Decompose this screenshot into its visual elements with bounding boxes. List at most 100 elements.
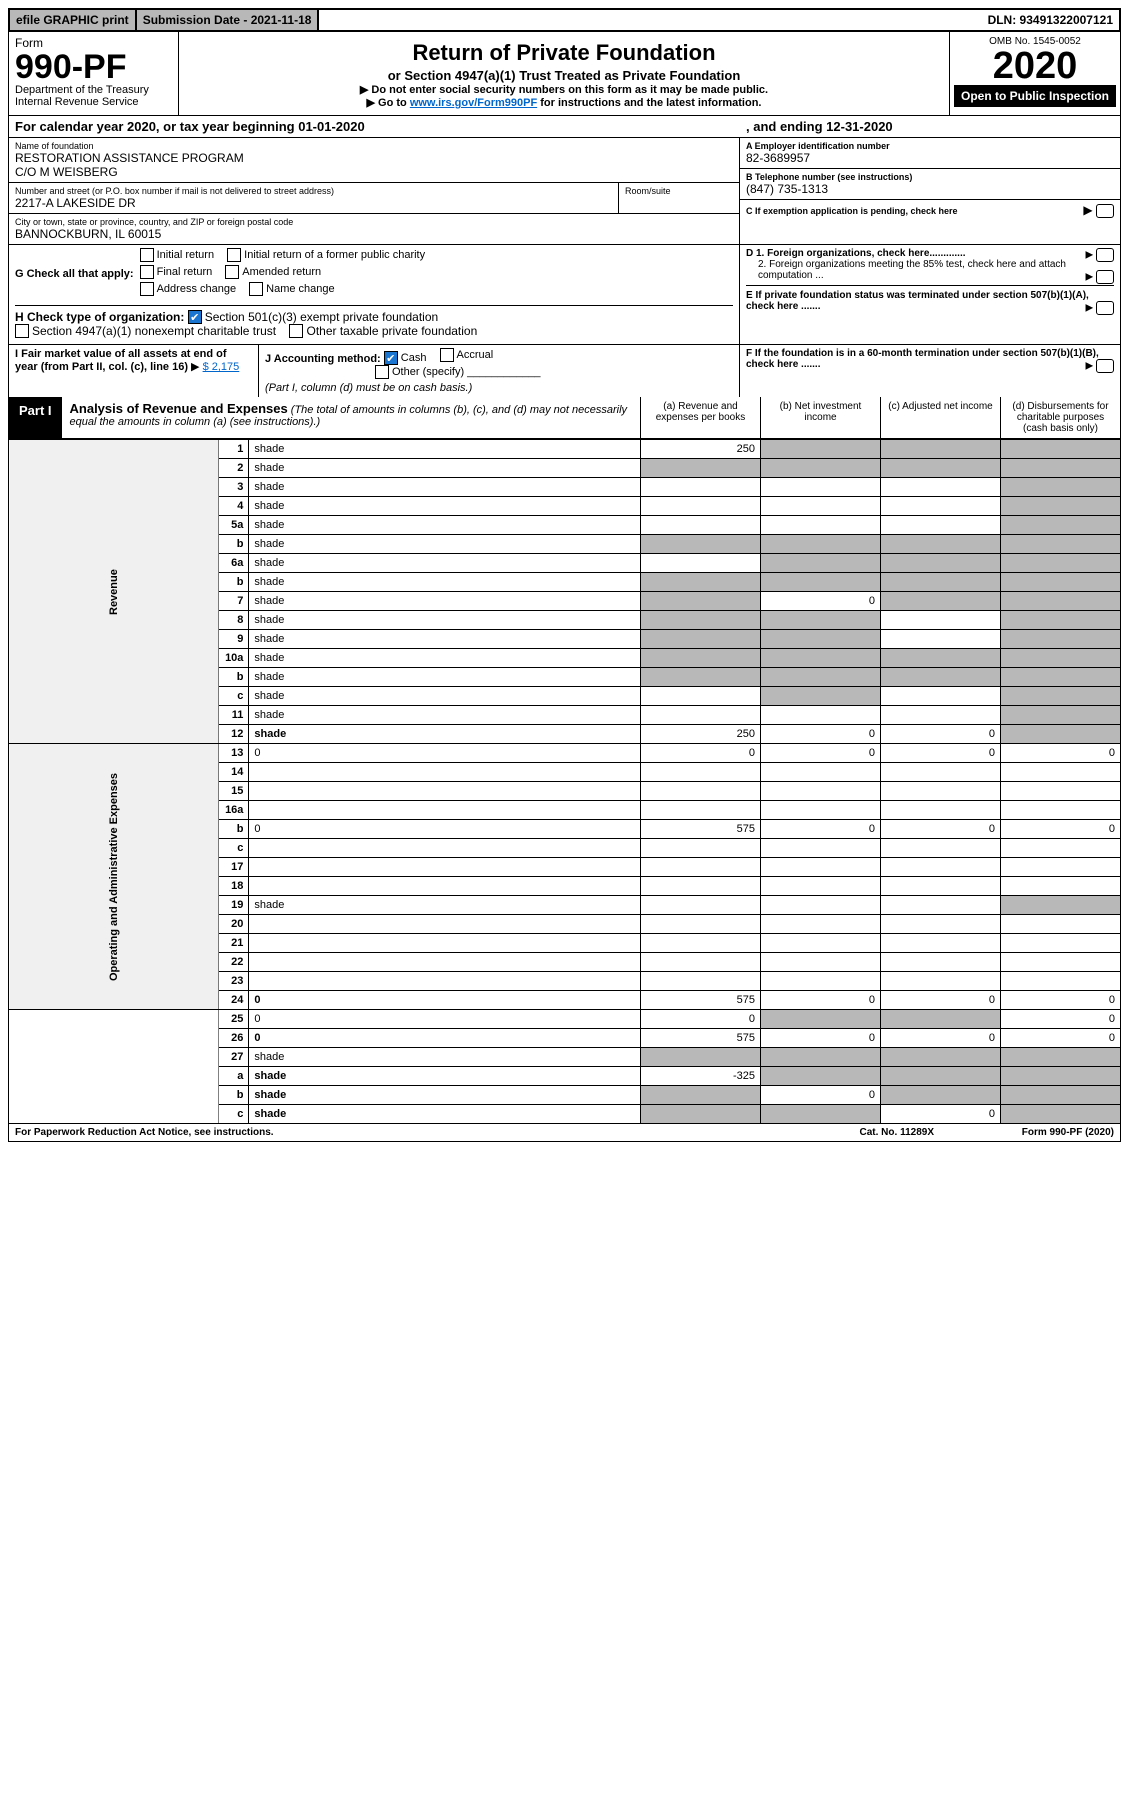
line-description bbox=[249, 877, 641, 896]
cell-col-c bbox=[881, 630, 1001, 649]
cell-col-a bbox=[641, 896, 761, 915]
cell-col-b bbox=[761, 516, 881, 535]
line-number: 12 bbox=[219, 725, 249, 744]
line-description bbox=[249, 972, 641, 991]
section-d2: 2. Foreign organizations meeting the 85%… bbox=[758, 259, 1066, 281]
section-i-label: I Fair market value of all assets at end… bbox=[15, 348, 227, 373]
line-number: c bbox=[219, 1105, 249, 1124]
checkbox-initial-return-former[interactable] bbox=[227, 248, 241, 262]
cell-col-b bbox=[761, 554, 881, 573]
cell-col-b bbox=[761, 573, 881, 592]
cell-col-a bbox=[641, 478, 761, 497]
checkbox-initial-return[interactable] bbox=[140, 248, 154, 262]
checkbox-d1[interactable] bbox=[1096, 248, 1114, 262]
checkbox-f[interactable] bbox=[1096, 359, 1114, 373]
cell-col-a: 0 bbox=[641, 1010, 761, 1029]
cell-col-a bbox=[641, 782, 761, 801]
opt-cash: Cash bbox=[401, 352, 427, 364]
cell-col-d bbox=[1001, 459, 1121, 478]
col-d-header: (d) Disbursements for charitable purpose… bbox=[1000, 397, 1120, 438]
line-description: shade bbox=[249, 459, 641, 478]
section-d1: D 1. Foreign organizations, check here..… bbox=[746, 248, 966, 259]
checkbox-amended-return[interactable] bbox=[225, 265, 239, 279]
cell-col-c bbox=[881, 934, 1001, 953]
cell-col-c bbox=[881, 915, 1001, 934]
cell-col-a bbox=[641, 516, 761, 535]
checkbox-cash[interactable] bbox=[384, 351, 398, 365]
checkbox-e[interactable] bbox=[1096, 301, 1114, 315]
cell-col-a bbox=[641, 1048, 761, 1067]
line-number: 23 bbox=[219, 972, 249, 991]
line-number: 10a bbox=[219, 649, 249, 668]
line-description bbox=[249, 934, 641, 953]
form-title-block: Return of Private Foundation or Section … bbox=[179, 32, 950, 115]
cell-col-b: 0 bbox=[761, 1086, 881, 1105]
line-number: 16a bbox=[219, 801, 249, 820]
opt-accrual: Accrual bbox=[457, 349, 494, 361]
checkbox-c[interactable] bbox=[1096, 204, 1114, 218]
cell-col-c bbox=[881, 801, 1001, 820]
footer-center: Cat. No. 11289X bbox=[854, 1124, 940, 1141]
line-description bbox=[249, 953, 641, 972]
line-description: shade bbox=[249, 440, 641, 459]
table-row: 25000 bbox=[9, 1010, 1121, 1029]
cell-col-c bbox=[881, 668, 1001, 687]
line-number: c bbox=[219, 839, 249, 858]
form-header: Form 990-PF Department of the Treasury I… bbox=[8, 32, 1121, 115]
checkbox-other[interactable] bbox=[375, 365, 389, 379]
cell-col-c bbox=[881, 782, 1001, 801]
line-number: b bbox=[219, 573, 249, 592]
checkbox-final-return[interactable] bbox=[140, 265, 154, 279]
line-description bbox=[249, 858, 641, 877]
checkbox-other-taxable[interactable] bbox=[289, 324, 303, 338]
line-description bbox=[249, 763, 641, 782]
fair-market-value[interactable]: $ 2,175 bbox=[203, 361, 240, 373]
instructions-link[interactable]: www.irs.gov/Form990PF bbox=[410, 97, 537, 109]
line-description: shade bbox=[249, 706, 641, 725]
line-description: shade bbox=[249, 725, 641, 744]
efile-label[interactable]: efile GRAPHIC print bbox=[10, 10, 137, 30]
cell-col-b bbox=[761, 649, 881, 668]
foundation-name-label: Name of foundation bbox=[15, 141, 733, 151]
part-1-header: Part I Analysis of Revenue and Expenses … bbox=[8, 397, 1121, 439]
cell-col-d bbox=[1001, 877, 1121, 896]
cell-col-c bbox=[881, 706, 1001, 725]
cell-col-d bbox=[1001, 668, 1121, 687]
section-j-label: J Accounting method: bbox=[265, 353, 381, 365]
note2-suffix: for instructions and the latest informat… bbox=[537, 97, 761, 109]
checkbox-4947[interactable] bbox=[15, 324, 29, 338]
identity-right: A Employer identification number 82-3689… bbox=[740, 138, 1120, 244]
section-d-e: D 1. Foreign organizations, check here..… bbox=[740, 245, 1120, 344]
checkbox-accrual[interactable] bbox=[440, 348, 454, 362]
cell-col-d: 0 bbox=[1001, 1010, 1121, 1029]
section-g-h-left: G Check all that apply: Initial return I… bbox=[9, 245, 740, 344]
cell-col-b bbox=[761, 459, 881, 478]
line-number: b bbox=[219, 668, 249, 687]
cell-col-d bbox=[1001, 706, 1121, 725]
cell-col-c bbox=[881, 877, 1001, 896]
checkbox-501c3[interactable] bbox=[188, 310, 202, 324]
checkbox-d2[interactable] bbox=[1096, 270, 1114, 284]
cell-col-c bbox=[881, 858, 1001, 877]
cell-col-c bbox=[881, 1010, 1001, 1029]
cell-col-a bbox=[641, 763, 761, 782]
cell-col-c bbox=[881, 1067, 1001, 1086]
cell-col-d bbox=[1001, 839, 1121, 858]
checkbox-address-change[interactable] bbox=[140, 282, 154, 296]
cell-col-a bbox=[641, 839, 761, 858]
checkbox-name-change[interactable] bbox=[249, 282, 263, 296]
line-description: shade bbox=[249, 611, 641, 630]
line-number: 20 bbox=[219, 915, 249, 934]
cell-col-c bbox=[881, 459, 1001, 478]
line-description: shade bbox=[249, 554, 641, 573]
cell-col-c bbox=[881, 440, 1001, 459]
cell-col-c: 0 bbox=[881, 1105, 1001, 1124]
footer-right: Form 990-PF (2020) bbox=[940, 1124, 1120, 1141]
cell-col-c: 0 bbox=[881, 744, 1001, 763]
cell-col-d bbox=[1001, 611, 1121, 630]
line-number: 9 bbox=[219, 630, 249, 649]
opt-501c3: Section 501(c)(3) exempt private foundat… bbox=[205, 310, 438, 324]
line-number: b bbox=[219, 535, 249, 554]
cell-col-b bbox=[761, 915, 881, 934]
line-number: 3 bbox=[219, 478, 249, 497]
